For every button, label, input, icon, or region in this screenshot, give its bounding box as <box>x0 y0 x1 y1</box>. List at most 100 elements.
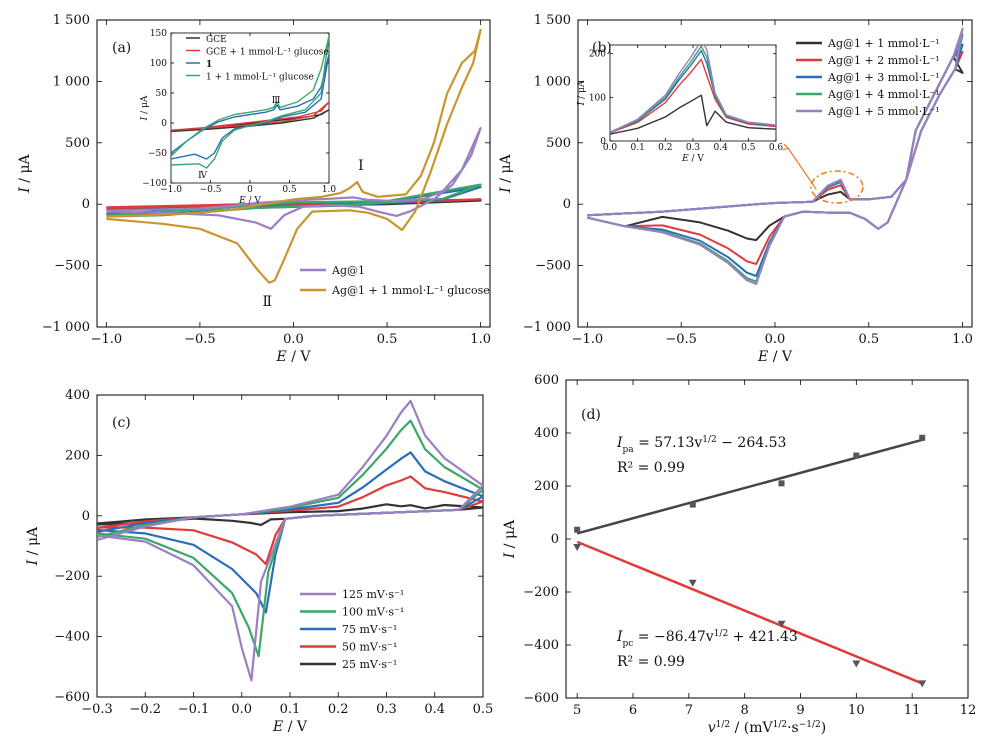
legend-label: Ag@1 + 5 mmol·L⁻¹ <box>827 105 940 118</box>
y-tick-label: 0 <box>82 197 90 212</box>
x-tick-label: 9 <box>796 703 804 718</box>
x-tick-label: 6 <box>629 703 637 718</box>
legend-label: GCE + 1 mmol·L⁻¹ glucose <box>206 48 329 58</box>
eq-sub: pc <box>623 639 634 649</box>
x-axis-unit: / V <box>768 349 793 365</box>
legend-label: Ag@1 + 2 mmol·L⁻¹ <box>827 54 940 67</box>
r-squared: R² = 0.99 <box>617 654 685 670</box>
legend-label: 1 + 1 mmol·L⁻¹ glucose <box>206 73 314 83</box>
x-tick-label: −0.1 <box>178 702 210 717</box>
x-tick-label: −0.3 <box>81 702 113 717</box>
x-axis-label: E / V <box>757 349 793 365</box>
y-tick-label: 500 <box>546 136 571 151</box>
inset-series-line <box>171 53 329 160</box>
eq-sup: 1/2 <box>714 629 728 639</box>
panel-label: (d) <box>581 407 601 423</box>
x-tick-label: 11 <box>904 703 921 718</box>
y-axis-unit: / μA <box>502 519 518 553</box>
legend-label: 50 mV·s⁻¹ <box>342 641 397 654</box>
y-tick-label: 150 <box>150 29 167 39</box>
inset-series-line <box>610 94 776 135</box>
arrow-head <box>782 143 790 151</box>
eq-tail: − 264.53 <box>717 435 787 451</box>
x-unit-sup2: −1/2 <box>799 720 821 730</box>
inset-annotation: Ⅳ <box>198 171 208 181</box>
series-line <box>587 27 964 285</box>
legend-label: 1 <box>206 60 212 70</box>
y-axis-symbol: I <box>140 116 150 121</box>
inset-series-line <box>610 58 776 134</box>
y-tick-label: 0 <box>161 119 167 129</box>
x-tick-label: 1.0 <box>470 332 491 347</box>
x-axis-label: E / V <box>238 196 261 206</box>
y-tick-label: 200 <box>589 50 606 60</box>
y-tick-label: −600 <box>54 690 90 705</box>
legend-label: Ag@1 + 1 mmol·L⁻¹ <box>827 37 940 50</box>
highlight-arrow <box>787 147 817 190</box>
y-tick-label: 0 <box>82 509 90 524</box>
x-axis-label: E / V <box>681 154 704 164</box>
eq-sup: 1/2 <box>702 435 716 445</box>
data-point-cathodic <box>918 680 927 688</box>
y-tick-label: 400 <box>534 426 559 441</box>
x-axis-symbol: E <box>681 154 689 164</box>
inset-annotation: Ⅲ <box>272 96 281 106</box>
panel-label: (a) <box>112 40 131 56</box>
x-tick-label: −0.5 <box>665 332 697 347</box>
data-point-anodic <box>778 480 785 487</box>
x-tick-label: −1.0 <box>91 332 123 347</box>
series-line <box>106 28 482 284</box>
y-tick-label: −500 <box>535 259 571 274</box>
x-tick-label: 0.2 <box>328 702 349 717</box>
data-point-cathodic <box>688 579 697 587</box>
y-axis-unit: / μA <box>25 526 41 560</box>
panel-label: (c) <box>112 415 131 431</box>
x-tick-label: −1.0 <box>160 185 182 195</box>
x-axis-label: E / V <box>272 719 308 735</box>
x-tick-label: 5 <box>573 703 581 718</box>
y-axis-symbol: I <box>17 187 33 194</box>
y-tick-label: −600 <box>523 691 559 706</box>
y-axis-unit: / μA <box>140 95 150 117</box>
panel-b: −1.0 −0.5 0.0 0.5 1.0 −1 000 −500 0 500 1 000 1 50… <box>498 13 973 365</box>
inset-series-line <box>171 101 329 131</box>
x-unit-sup1: 1/2 <box>773 720 787 730</box>
series-line <box>97 451 483 614</box>
r-squared: R² = 0.99 <box>617 460 685 476</box>
x-axis-unit: / V <box>689 154 705 164</box>
y-tick-label: −400 <box>54 630 90 645</box>
y-tick-label: −200 <box>54 569 90 584</box>
legend-label: Ag@1 + 4 mmol·L⁻¹ <box>827 88 940 101</box>
legend-label: 25 mV·s⁻¹ <box>342 658 397 671</box>
y-tick-label: 600 <box>534 373 559 388</box>
peak-annotation: Ⅰ <box>358 158 364 174</box>
series-line <box>97 399 483 682</box>
x-tick-label: 0.1 <box>280 702 301 717</box>
legend-label: Ag@1 + 1 mmol·L⁻¹ glucose <box>331 284 490 297</box>
eq-sub: pa <box>623 445 635 455</box>
y-tick-label: 200 <box>65 448 90 463</box>
x-axis-unit: / V <box>246 196 262 206</box>
x-tick-label: 0.5 <box>741 143 756 153</box>
y-tick-label: 100 <box>150 59 167 69</box>
data-point-anodic <box>574 526 581 533</box>
x-tick-label: 0.3 <box>686 143 701 153</box>
x-axis-unit: / V <box>287 349 312 365</box>
y-tick-label: −1 000 <box>523 320 571 335</box>
x-axis-sup: 1/2 <box>716 720 730 730</box>
x-tick-label: 0.0 <box>231 702 252 717</box>
legend-label: 100 mV·s⁻¹ <box>342 606 404 619</box>
y-tick-label: 0 <box>563 197 571 212</box>
eq-text: = −86.47v <box>633 629 713 645</box>
fit-line-anodic <box>576 438 924 535</box>
series-line <box>97 419 483 658</box>
x-tick-label: 0.5 <box>858 332 879 347</box>
x-tick-label: −0.2 <box>129 702 161 717</box>
y-axis-label: I / μA <box>502 519 518 559</box>
legend-label: Ag@1 <box>331 264 365 277</box>
x-tick-label: 10 <box>848 703 865 718</box>
y-tick-label: −50 <box>148 149 167 159</box>
y-axis-unit: / μA <box>577 80 587 102</box>
